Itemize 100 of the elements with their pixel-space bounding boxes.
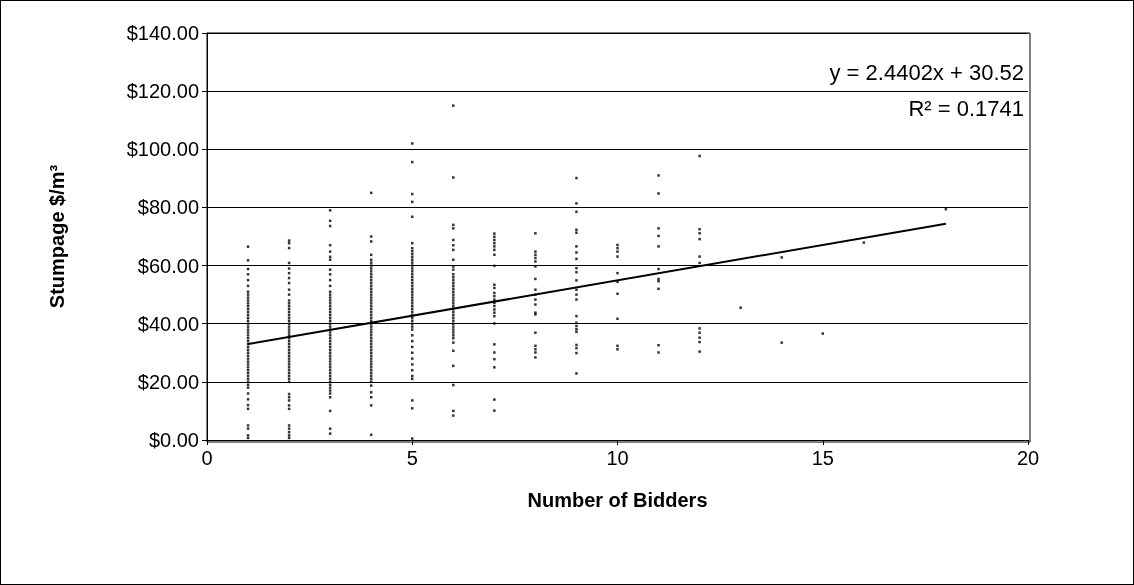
point [246, 363, 250, 366]
point [411, 267, 414, 270]
point [246, 325, 250, 328]
point [452, 341, 455, 344]
point [411, 299, 414, 302]
point [534, 303, 537, 306]
point [575, 176, 578, 180]
point [534, 288, 537, 291]
point [369, 396, 373, 399]
point [452, 328, 455, 331]
point [411, 249, 414, 253]
point [534, 250, 537, 253]
x-axis-title: Number of Bidders [527, 489, 708, 511]
point [534, 260, 537, 263]
point [411, 270, 414, 273]
point [452, 409, 455, 413]
point [369, 299, 373, 302]
point [493, 311, 496, 314]
point [411, 345, 414, 349]
point [534, 265, 537, 268]
point [411, 325, 414, 328]
point [534, 356, 537, 359]
point [657, 343, 660, 347]
point [411, 261, 414, 264]
point [411, 142, 414, 145]
y-tick-label: $0.00 [148, 429, 199, 451]
point [452, 227, 455, 230]
point [452, 364, 455, 368]
point [698, 336, 701, 339]
point [246, 259, 250, 262]
point [369, 363, 373, 366]
point [411, 287, 414, 291]
x-tick-label: 15 [811, 447, 834, 469]
point [657, 280, 660, 283]
point [411, 339, 414, 343]
point [575, 228, 578, 232]
x-tick-label: 20 [1016, 447, 1040, 469]
point [534, 344, 537, 348]
point [452, 302, 455, 305]
point [246, 296, 250, 299]
point [246, 273, 250, 276]
point [575, 279, 578, 282]
point [616, 292, 619, 296]
point [534, 298, 537, 301]
point [287, 302, 291, 305]
point [411, 437, 414, 440]
point [369, 404, 373, 407]
point [411, 255, 414, 259]
point [575, 293, 578, 296]
point [246, 334, 250, 337]
point [369, 328, 373, 331]
y-tick-label: $100.00 [126, 138, 199, 161]
point [452, 299, 455, 302]
point [698, 237, 701, 241]
point [493, 264, 496, 268]
point [246, 427, 250, 430]
y-tick-label: $40.00 [137, 312, 199, 335]
point [534, 277, 537, 281]
point [493, 238, 496, 242]
point [328, 357, 332, 360]
point [575, 324, 578, 328]
point [328, 396, 332, 399]
point [411, 290, 414, 293]
point [452, 383, 455, 387]
point [287, 404, 291, 407]
point [411, 305, 414, 308]
point [616, 344, 619, 348]
point [575, 372, 578, 375]
point [616, 243, 619, 247]
point [698, 232, 701, 235]
point [411, 368, 414, 372]
point [534, 253, 537, 257]
point [452, 325, 455, 328]
point [246, 328, 250, 331]
point [452, 334, 455, 337]
point [575, 314, 578, 318]
point [493, 398, 496, 401]
point [246, 357, 250, 360]
point [369, 331, 373, 334]
y-tick-label: $60.00 [137, 254, 199, 277]
point [246, 245, 250, 248]
point [452, 293, 455, 296]
point [575, 251, 578, 254]
point [411, 241, 414, 245]
point [575, 266, 578, 270]
point [328, 389, 332, 392]
point [411, 252, 414, 256]
point [575, 321, 578, 325]
point [246, 293, 250, 296]
point [369, 391, 373, 394]
point [328, 432, 332, 435]
point [411, 328, 414, 331]
point [575, 330, 578, 334]
point [821, 332, 824, 335]
point [616, 271, 619, 275]
point [411, 192, 414, 196]
point [698, 340, 701, 344]
point [369, 384, 373, 387]
point [328, 392, 332, 395]
point [452, 278, 455, 282]
